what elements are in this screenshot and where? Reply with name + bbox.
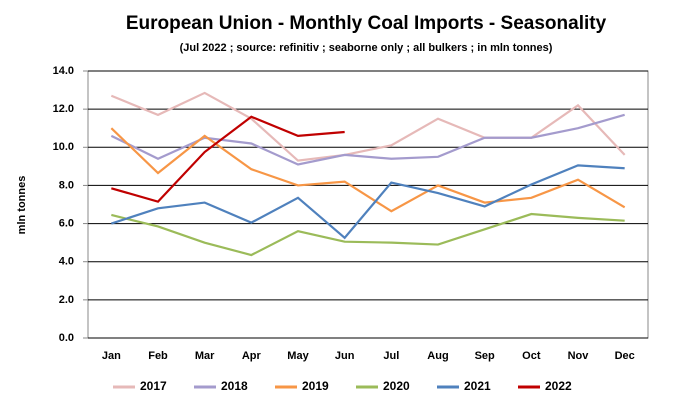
x-tick-label: Feb	[148, 350, 168, 362]
x-tick-label: Dec	[615, 350, 635, 362]
series-line	[110, 91, 626, 162]
y-tick-label: 4.0	[59, 256, 74, 268]
y-tick-label: 2.0	[59, 294, 74, 306]
x-tick-label: Sep	[475, 350, 495, 362]
x-tick-label: May	[287, 350, 309, 362]
chart-subtitle: (Jul 2022 ; source: refinitiv ; seaborne…	[180, 42, 553, 54]
legend-label: 2017	[140, 379, 167, 393]
legend-label: 2021	[464, 379, 491, 393]
y-tick-label: 0.0	[59, 332, 74, 344]
x-tick-label: Mar	[195, 350, 215, 362]
plot-area	[87, 70, 649, 339]
x-tick-label: Nov	[568, 350, 590, 362]
series-line	[110, 164, 625, 240]
series-line	[110, 127, 626, 213]
series-line	[111, 212, 625, 257]
x-tick-label: Aug	[427, 350, 448, 362]
y-axis-label: mln tonnes	[16, 176, 28, 235]
y-tick-label: 6.0	[59, 217, 74, 229]
x-tick-label: Jan	[102, 350, 121, 362]
y-tick-label: 10.0	[53, 141, 74, 153]
legend-label: 2020	[383, 379, 410, 393]
x-tick-label: Jun	[335, 350, 355, 362]
y-tick-label: 8.0	[59, 179, 74, 191]
chart-title: European Union - Monthly Coal Imports - …	[126, 13, 607, 34]
legend-label: 2022	[545, 379, 572, 393]
x-tick-label: Jul	[383, 350, 399, 362]
series-line	[111, 115, 345, 203]
legend-label: 2018	[221, 379, 248, 393]
y-tick-label: 14.0	[53, 65, 74, 77]
x-tick-label: Oct	[522, 350, 541, 362]
x-tick-label: Apr	[242, 350, 262, 362]
y-tick-label: 12.0	[53, 103, 74, 115]
series-line	[110, 113, 625, 166]
legend-label: 2019	[302, 379, 329, 393]
